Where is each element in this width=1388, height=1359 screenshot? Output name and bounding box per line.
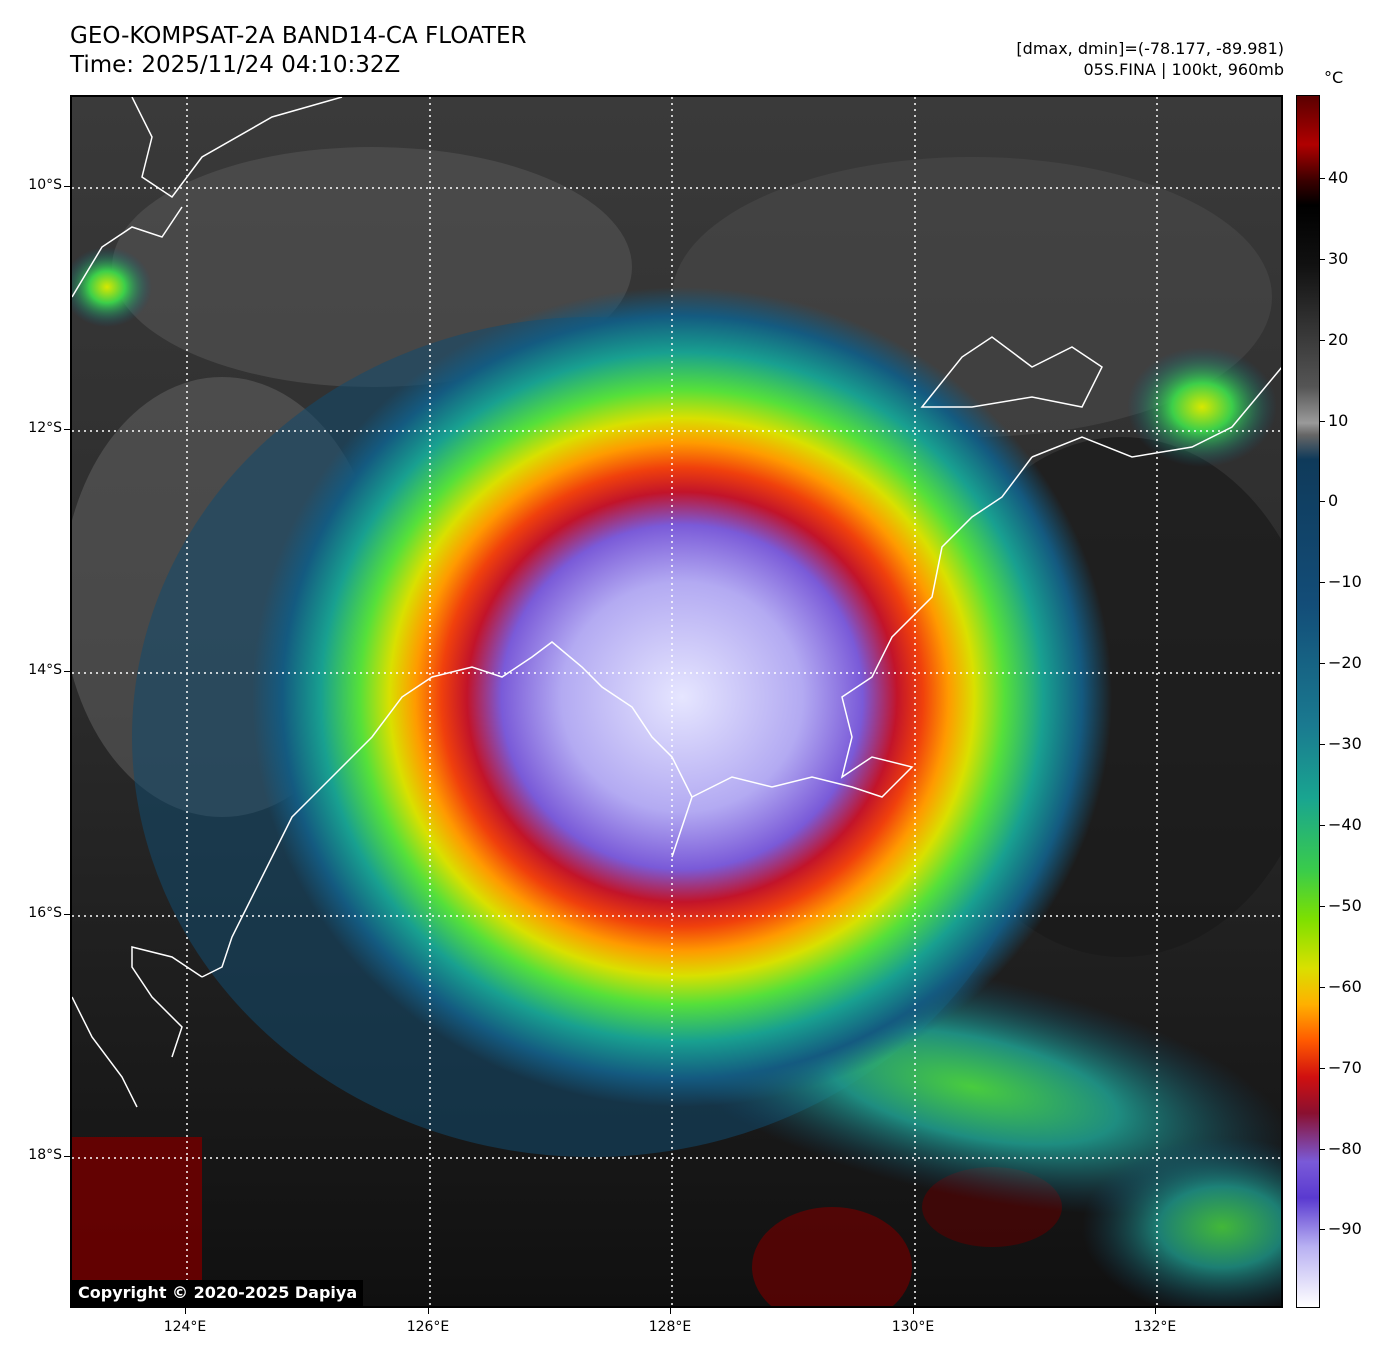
- colorbar-label-minus70: −70: [1328, 1058, 1362, 1077]
- lat-tick: [64, 671, 70, 672]
- lon-label-132e: 132°E: [1133, 1319, 1177, 1335]
- lon-tick: [1155, 1308, 1156, 1314]
- colorbar-tick: [1320, 1149, 1325, 1150]
- lon-label-128e: 128°E: [648, 1319, 692, 1335]
- satellite-ir-field: [72, 97, 1281, 1306]
- colorbar-label-minus60: −60: [1328, 977, 1362, 996]
- colorbar-tick: [1320, 663, 1325, 664]
- colorbar-label-0: 0: [1328, 491, 1339, 510]
- copyright-label: Copyright © 2020-2025 Dapiya: [72, 1280, 364, 1306]
- lon-label-126e: 126°E: [406, 1319, 450, 1335]
- colorbar-tick: [1320, 178, 1325, 179]
- lon-tick: [185, 1308, 186, 1314]
- colorbar-label-10: 10: [1328, 411, 1349, 430]
- storm-info: [dmax, dmin]=(-78.177, -89.981) 05S.FINA…: [1016, 38, 1284, 80]
- colorbar-tick: [1320, 501, 1325, 502]
- colorbar-label-20: 20: [1328, 330, 1349, 349]
- lon-tick: [913, 1308, 914, 1314]
- colorbar-unit: °C: [1324, 68, 1344, 87]
- colorbar-label-minus80: −80: [1328, 1139, 1362, 1158]
- colorbar-tick: [1320, 582, 1325, 583]
- lat-tick: [64, 1156, 70, 1157]
- colorbar-label-minus20: −20: [1328, 653, 1362, 672]
- colorbar-tick: [1320, 825, 1325, 826]
- lat-label-12s: 12°S: [28, 420, 62, 436]
- chart-title: GEO-KOMPSAT-2A BAND14-CA FLOATER Time: 2…: [70, 22, 526, 80]
- lat-label-18s: 18°S: [28, 1147, 62, 1163]
- colorbar-tick: [1320, 1229, 1325, 1230]
- colorbar-label-minus10: −10: [1328, 572, 1362, 591]
- lon-label-130e: 130°E: [891, 1319, 935, 1335]
- lat-tick: [64, 914, 70, 915]
- lat-label-14s: 14°S: [28, 662, 62, 678]
- colorbar-label-40: 40: [1328, 168, 1349, 187]
- colorbar: [1296, 95, 1320, 1308]
- info-line-2: 05S.FINA | 100kt, 960mb: [1083, 60, 1284, 79]
- grid-lines: [72, 97, 1281, 1306]
- colorbar-label-minus90: −90: [1328, 1219, 1362, 1238]
- colorbar-tick: [1320, 421, 1325, 422]
- lon-label-124e: 124°E: [163, 1319, 207, 1335]
- lon-tick: [670, 1308, 671, 1314]
- lat-label-16s: 16°S: [28, 905, 62, 921]
- lon-tick: [428, 1308, 429, 1314]
- title-line-1: GEO-KOMPSAT-2A BAND14-CA FLOATER: [70, 23, 527, 49]
- colorbar-label-minus50: −50: [1328, 896, 1362, 915]
- colorbar-tick: [1320, 340, 1325, 341]
- lat-tick: [64, 429, 70, 430]
- lat-tick: [64, 186, 70, 187]
- title-line-2: Time: 2025/11/24 04:10:32Z: [70, 52, 401, 78]
- colorbar-label-minus30: −30: [1328, 734, 1362, 753]
- colorbar-tick: [1320, 744, 1325, 745]
- colorbar-label-minus40: −40: [1328, 815, 1362, 834]
- colorbar-tick: [1320, 906, 1325, 907]
- satellite-image: Copyright © 2020-2025 Dapiya: [70, 95, 1283, 1308]
- info-line-1: [dmax, dmin]=(-78.177, -89.981): [1016, 39, 1284, 58]
- colorbar-tick: [1320, 987, 1325, 988]
- lat-label-10s: 10°S: [28, 177, 62, 193]
- colorbar-tick: [1320, 259, 1325, 260]
- colorbar-label-30: 30: [1328, 249, 1349, 268]
- colorbar-tick: [1320, 1068, 1325, 1069]
